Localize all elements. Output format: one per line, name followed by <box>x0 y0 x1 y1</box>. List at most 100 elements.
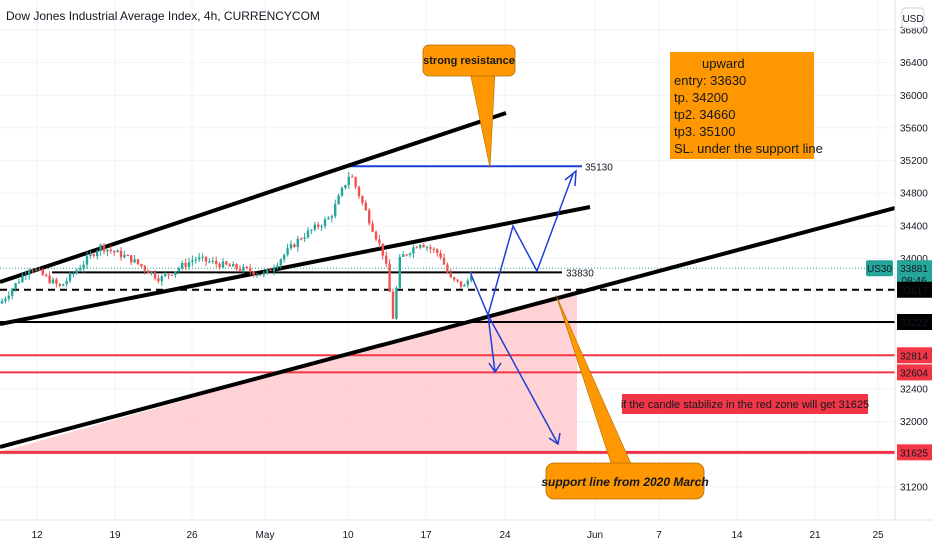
trade-plan-box: upward entry: 33630 tp. 34200 tp2. 34660… <box>670 52 823 159</box>
candle-body <box>303 237 306 239</box>
candle-body <box>374 231 378 240</box>
candle-body <box>449 272 452 278</box>
line-label-33830: 33830 <box>566 268 594 279</box>
candle-body <box>201 256 204 258</box>
candle-body <box>279 259 282 266</box>
y-tick-label: 36400 <box>900 58 928 69</box>
candle-body <box>126 255 129 257</box>
candle-body <box>286 248 289 255</box>
time-axis[interactable]: 12 19 26 May 10 17 24 Jun 7 14 21 25 <box>0 519 932 541</box>
candle-body <box>306 230 310 238</box>
candle-body <box>317 224 320 227</box>
candle-body <box>147 270 150 274</box>
y-tick-label: 34000 <box>900 254 928 265</box>
drop-arrowhead-1 <box>488 362 502 374</box>
plan-line-1: entry: 33630 <box>674 73 746 88</box>
plan-text: upward entry: 33630 tp. 34200 tp2. 34660… <box>674 56 823 156</box>
candle-body <box>153 272 157 279</box>
x-tick-label: 25 <box>872 530 884 541</box>
candle-body <box>340 187 344 196</box>
candle-body <box>113 250 116 253</box>
candle-body <box>160 276 163 282</box>
candle-body <box>34 269 38 271</box>
candle-body <box>177 268 180 272</box>
drop-projection-1 <box>487 314 496 373</box>
candle-body <box>232 264 235 267</box>
price-tag-text: 33617 <box>900 286 928 297</box>
price-tag-text: 32814 <box>900 351 928 362</box>
candle-body <box>381 243 384 256</box>
candle-body <box>300 238 303 240</box>
y-tick-label: 32400 <box>900 385 928 396</box>
x-tick-label: 14 <box>731 530 743 541</box>
candle-body <box>99 244 102 252</box>
candle-body <box>106 249 109 252</box>
candle-body <box>459 281 463 287</box>
candle-body <box>330 216 333 218</box>
chart-title: Dow Jones Industrial Average Index, 4h, … <box>6 9 320 23</box>
price-axis[interactable]: 36800 36400 36000 35600 35200 34800 34400 34000… <box>894 0 928 520</box>
candle-body <box>432 248 435 250</box>
candle-body <box>446 264 449 273</box>
candle-body <box>293 244 296 248</box>
currency-button[interactable]: USD <box>901 7 925 29</box>
strong-resistance-callout: strong resistance <box>422 44 516 169</box>
candle-body <box>351 176 354 178</box>
candle-body <box>7 295 10 299</box>
y-tick-label: 35200 <box>900 156 928 167</box>
candle-body <box>442 257 446 265</box>
x-tick-label: 12 <box>31 530 43 541</box>
plan-line-2: tp. 34200 <box>674 90 728 105</box>
candle-body <box>211 260 214 262</box>
candle-body <box>82 264 85 269</box>
candle-body <box>136 259 140 264</box>
candle-body <box>28 270 31 276</box>
candle-body <box>157 278 160 282</box>
x-tick-label: 17 <box>420 530 432 541</box>
candle-body <box>276 265 279 269</box>
plan-line-0: upward <box>702 56 745 71</box>
candle-body <box>215 260 218 264</box>
candle-body <box>395 287 398 319</box>
y-tick-label: 36000 <box>900 91 928 102</box>
candle-body <box>357 186 361 197</box>
candle-body <box>405 254 408 256</box>
upward-arrowhead <box>564 169 577 187</box>
candle-body <box>181 262 184 269</box>
x-tick-label: Jun <box>587 530 603 541</box>
candle-body <box>320 226 323 228</box>
candle-body <box>96 251 99 257</box>
candle-body <box>238 269 242 271</box>
candle-body <box>378 239 381 244</box>
support-line-callout: support line from 2020 March <box>541 294 709 500</box>
line-labels: 35130 33830 <box>566 162 613 279</box>
candle-body <box>218 263 221 268</box>
candle-body <box>116 250 119 253</box>
x-tick-label: 24 <box>499 530 511 541</box>
middle-channel-line <box>0 205 591 326</box>
candle-body <box>174 271 177 275</box>
candle-body <box>408 253 412 255</box>
plan-line-5: SL. under the support line <box>674 141 823 156</box>
candle-body <box>198 257 201 260</box>
drop-projection-2 <box>487 314 559 445</box>
candle-body <box>259 274 262 276</box>
candle-body <box>62 284 65 286</box>
projection-arrows <box>469 169 577 446</box>
candle-body <box>249 268 252 272</box>
candle-body <box>310 229 313 231</box>
symbol-tag-text: US30 <box>867 264 892 275</box>
line-label-35130: 35130 <box>585 162 613 173</box>
upper-channel-line <box>0 111 507 284</box>
candle-body <box>41 269 44 276</box>
candle-body <box>361 196 364 203</box>
candle-body <box>262 272 265 275</box>
y-tick-label: 36800 <box>900 26 928 37</box>
candle-body <box>55 279 58 284</box>
candle-body <box>327 217 330 220</box>
price-tag-text: 32604 <box>900 368 928 379</box>
candle-body <box>150 272 153 274</box>
candle-body <box>296 238 299 248</box>
